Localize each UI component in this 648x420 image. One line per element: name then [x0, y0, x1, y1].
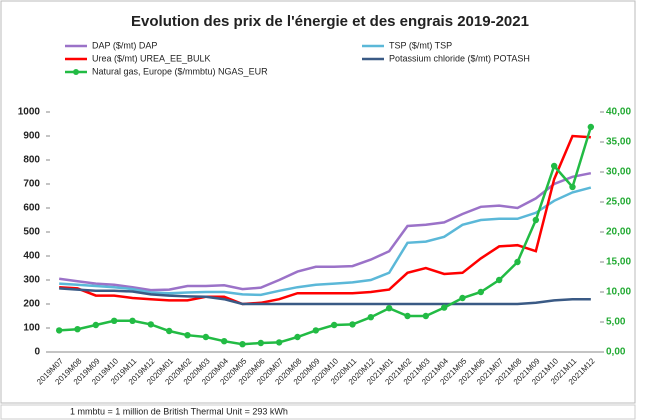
y-tick-label: 100	[23, 323, 40, 334]
marker	[349, 321, 356, 328]
marker	[275, 339, 283, 346]
marker	[587, 123, 595, 131]
chart-title: Evolution des prix de l'énergie et des e…	[131, 13, 529, 30]
legend-label: Urea ($/mt) UREA_EE_BULK	[92, 53, 211, 63]
marker	[385, 305, 393, 312]
y-tick-label: 1000	[18, 107, 41, 118]
y-tick-label: 200	[23, 299, 40, 310]
y2-tick-label: 40,00	[606, 107, 631, 118]
legend-label: Natural gas, Europe ($/mmbtu) NGAS_EUR	[92, 66, 268, 76]
marker	[257, 339, 265, 347]
marker	[422, 312, 430, 320]
marker	[55, 327, 63, 334]
marker	[569, 183, 576, 191]
marker	[459, 294, 466, 302]
marker	[110, 317, 118, 324]
y2-tick-label: 25,00	[606, 197, 631, 208]
y-tick-label: 400	[23, 251, 40, 262]
marker	[239, 341, 246, 348]
y2-tick-label: 0,00	[606, 347, 626, 358]
marker	[514, 258, 521, 266]
y-tick-label: 900	[23, 131, 40, 142]
y-tick-label: 700	[23, 179, 40, 190]
series-line	[59, 287, 591, 306]
legend-label: Potassium chloride ($/mt) POTASH	[389, 53, 530, 63]
y-tick-label: 300	[23, 275, 40, 286]
marker	[532, 216, 540, 224]
note-cell	[0, 404, 636, 420]
marker	[312, 327, 320, 334]
marker	[220, 338, 228, 345]
y-tick-label: 0	[34, 347, 40, 358]
marker	[74, 326, 81, 333]
y2-tick-label: 5,00	[606, 317, 626, 328]
y2-tick-label: 30,00	[606, 167, 631, 178]
marker	[550, 162, 558, 170]
y-tick-label: 800	[23, 155, 40, 166]
series-line	[59, 134, 591, 306]
y-tick-label: 600	[23, 203, 40, 214]
y2-tick-label: 35,00	[606, 137, 631, 148]
legend-marker	[73, 69, 79, 75]
marker	[184, 332, 191, 339]
marker	[440, 304, 448, 311]
y2-tick-label: 20,00	[606, 227, 631, 238]
marker	[330, 321, 338, 329]
marker	[92, 321, 100, 329]
y2-tick-label: 10,00	[606, 287, 631, 298]
y-tick-label: 500	[23, 227, 40, 238]
marker	[147, 321, 155, 328]
marker	[495, 276, 503, 284]
legend-label: TSP ($/mt) TSP	[389, 40, 452, 50]
marker	[367, 314, 375, 321]
note: 1 mmbtu = 1 million de British Thermal U…	[70, 406, 288, 416]
marker	[202, 333, 210, 341]
marker	[165, 327, 173, 335]
marker	[477, 288, 485, 296]
marker	[404, 312, 411, 320]
series-line	[59, 171, 592, 292]
marker	[294, 333, 301, 341]
y2-tick-label: 15,00	[606, 257, 631, 268]
legend-label: DAP ($/mt) DAP	[92, 40, 157, 50]
marker	[129, 317, 136, 324]
series-line	[59, 186, 592, 297]
